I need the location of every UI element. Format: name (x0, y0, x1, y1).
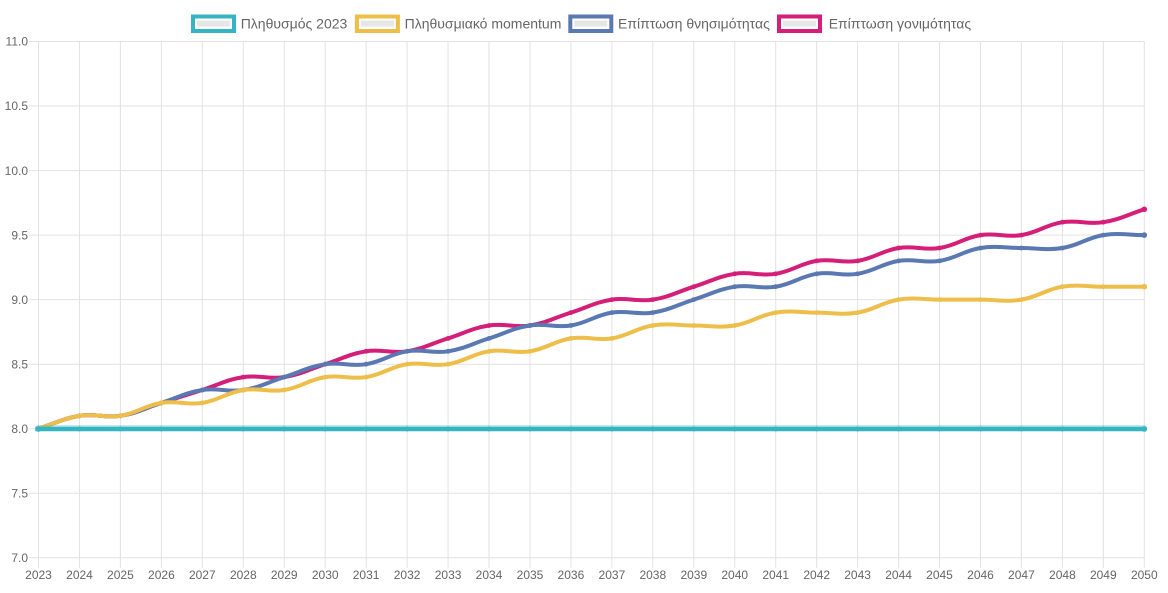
svg-text:2035: 2035 (517, 568, 544, 582)
svg-text:2034: 2034 (476, 568, 503, 582)
svg-text:9.0: 9.0 (11, 293, 28, 307)
svg-text:2046: 2046 (967, 568, 994, 582)
svg-text:9.5: 9.5 (11, 228, 28, 242)
svg-text:2031: 2031 (353, 568, 380, 582)
svg-text:2050: 2050 (1131, 568, 1158, 582)
svg-text:10.0: 10.0 (5, 164, 29, 178)
svg-text:2028: 2028 (230, 568, 257, 582)
svg-text:Πληθυσμός 2023: Πληθυσμός 2023 (241, 16, 348, 32)
svg-text:2043: 2043 (844, 568, 871, 582)
svg-text:2025: 2025 (107, 568, 134, 582)
svg-text:2033: 2033 (435, 568, 462, 582)
svg-text:2049: 2049 (1090, 568, 1117, 582)
svg-text:Επίπτωση γονιμότητας: Επίπτωση γονιμότητας (829, 16, 972, 32)
svg-text:2040: 2040 (721, 568, 748, 582)
svg-text:11.0: 11.0 (6, 35, 29, 49)
svg-text:2042: 2042 (803, 568, 830, 582)
svg-text:2039: 2039 (680, 568, 707, 582)
svg-text:Επίπτωση θνησιμότητας: Επίπτωση θνησιμότητας (618, 16, 770, 32)
svg-text:2045: 2045 (926, 568, 953, 582)
svg-text:2030: 2030 (312, 568, 339, 582)
svg-text:2048: 2048 (1049, 568, 1076, 582)
svg-text:2026: 2026 (148, 568, 175, 582)
svg-text:2029: 2029 (271, 568, 298, 582)
svg-text:2023: 2023 (25, 568, 52, 582)
svg-text:8.0: 8.0 (11, 422, 28, 436)
svg-text:8.5: 8.5 (11, 357, 28, 371)
svg-text:2047: 2047 (1008, 568, 1035, 582)
svg-text:2038: 2038 (639, 568, 666, 582)
svg-text:2027: 2027 (189, 568, 216, 582)
svg-text:2041: 2041 (762, 568, 789, 582)
svg-text:7.0: 7.0 (11, 551, 28, 565)
svg-text:Πληθυσμιακό momentum: Πληθυσμιακό momentum (405, 16, 562, 32)
svg-text:2036: 2036 (558, 568, 585, 582)
svg-text:2032: 2032 (394, 568, 421, 582)
svg-text:7.5: 7.5 (11, 487, 28, 501)
svg-text:2024: 2024 (66, 568, 93, 582)
svg-text:2044: 2044 (885, 568, 912, 582)
svg-text:2037: 2037 (599, 568, 626, 582)
svg-text:10.5: 10.5 (5, 99, 29, 113)
